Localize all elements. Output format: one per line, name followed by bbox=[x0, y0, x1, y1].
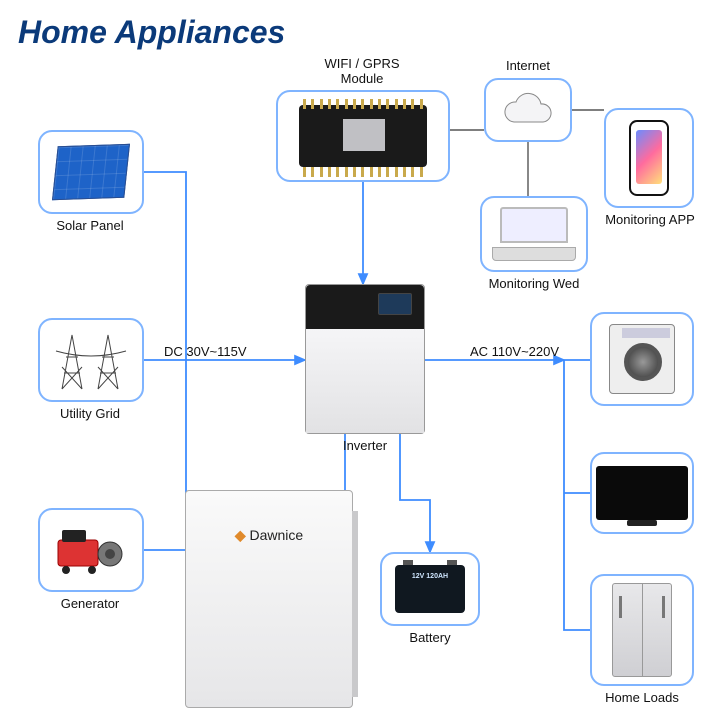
laptop-icon bbox=[492, 207, 576, 261]
node-utility-grid bbox=[38, 318, 144, 402]
node-monitoring-app bbox=[604, 108, 694, 208]
cabinet-brand: ◆ Dawnice bbox=[186, 527, 352, 544]
edge-label-ac: AC 110V~220V bbox=[470, 344, 559, 359]
label-utility-grid: Utility Grid bbox=[30, 406, 150, 421]
label-monitoring-web: Monitoring Wed bbox=[474, 276, 594, 291]
node-internet bbox=[484, 78, 572, 142]
node-solar-panel bbox=[38, 130, 144, 214]
node-tv bbox=[590, 452, 694, 534]
battery-spec: 12V 120AH bbox=[395, 573, 465, 580]
label-wifi-module: WIFI / GPRS Module bbox=[302, 56, 422, 86]
edge-label-dc: DC 30V~115V bbox=[164, 344, 247, 359]
node-fridge bbox=[590, 574, 694, 686]
label-battery: Battery bbox=[370, 630, 490, 645]
node-monitoring-web bbox=[480, 196, 588, 272]
label-home-loads: Home Loads bbox=[582, 690, 702, 705]
node-inverter bbox=[305, 284, 425, 434]
utility-grid-icon bbox=[48, 327, 134, 393]
fridge-icon bbox=[612, 583, 672, 677]
node-cabinet: ◆ Dawnice bbox=[185, 490, 353, 708]
tv-icon bbox=[596, 466, 688, 520]
wifi-module-icon bbox=[299, 105, 427, 167]
cloud-icon bbox=[496, 90, 560, 130]
page-title: Home Appliances bbox=[18, 14, 285, 51]
node-battery: 12V 120AH bbox=[380, 552, 480, 626]
label-generator: Generator bbox=[30, 596, 150, 611]
node-generator bbox=[38, 508, 144, 592]
generator-icon bbox=[54, 526, 128, 574]
label-inverter: Inverter bbox=[305, 438, 425, 453]
node-wifi-module bbox=[276, 90, 450, 182]
label-internet: Internet bbox=[468, 58, 588, 73]
solar-panel-icon bbox=[52, 144, 130, 200]
label-monitoring-app: Monitoring APP bbox=[590, 212, 710, 227]
node-washer bbox=[590, 312, 694, 406]
phone-icon bbox=[629, 120, 669, 196]
label-solar-panel: Solar Panel bbox=[30, 218, 150, 233]
battery-icon: 12V 120AH bbox=[395, 565, 465, 613]
washer-icon bbox=[609, 324, 675, 394]
